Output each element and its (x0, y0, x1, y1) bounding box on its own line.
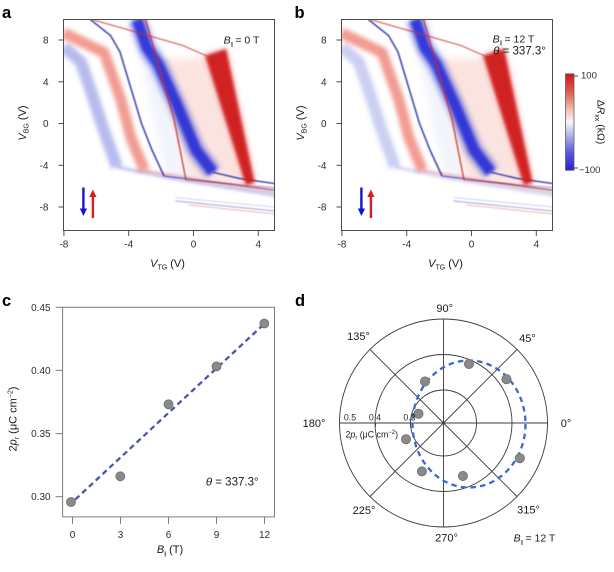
svg-text:100: 100 (581, 71, 597, 82)
svg-text:4: 4 (43, 77, 49, 88)
svg-text:3: 3 (118, 530, 124, 541)
svg-text:2pr (μC cm−2): 2pr (μC cm−2) (346, 429, 399, 441)
svg-text:−100: −100 (579, 165, 600, 176)
svg-text:VTG (V): VTG (V) (150, 258, 185, 272)
svg-text:12: 12 (259, 530, 271, 541)
svg-text:135°: 135° (347, 331, 370, 343)
svg-text:VBG (V): VBG (V) (295, 105, 309, 140)
svg-text:VBG (V): VBG (V) (17, 105, 31, 140)
svg-text:B||​ = 12 T: B||​ = 12 T (493, 33, 535, 46)
svg-text:0.40: 0.40 (31, 366, 51, 377)
svg-text:B||​ = 0 T: B||​ = 0 T (224, 35, 260, 48)
svg-text:2pr (μC cm−2): 2pr (μC cm−2) (8, 387, 22, 452)
svg-text:-8: -8 (318, 203, 327, 214)
svg-text:4: 4 (256, 240, 262, 251)
svg-text:θ = 337.3°: θ = 337.3° (493, 46, 546, 58)
svg-text:d: d (295, 292, 305, 310)
svg-text:0: 0 (191, 240, 197, 251)
svg-text:0: 0 (469, 240, 475, 251)
svg-text:0: 0 (70, 530, 76, 541)
svg-text:c: c (2, 292, 11, 310)
svg-text:0: 0 (43, 119, 49, 130)
svg-text:6: 6 (166, 530, 172, 541)
svg-text:-8: -8 (59, 240, 68, 251)
svg-text:225°: 225° (353, 505, 376, 517)
svg-text:0.30: 0.30 (31, 492, 51, 503)
svg-text:0: 0 (321, 119, 327, 130)
svg-text:0°: 0° (561, 418, 572, 430)
svg-text:180°: 180° (303, 418, 326, 430)
svg-text:θ = 337.3°: θ = 337.3° (206, 477, 259, 489)
svg-text:a: a (2, 4, 12, 22)
svg-text:B||​ (T): B||​ (T) (157, 544, 183, 557)
svg-text:-4: -4 (40, 161, 49, 172)
svg-text:4: 4 (321, 77, 327, 88)
svg-text:9: 9 (214, 530, 220, 541)
svg-text:-4: -4 (318, 161, 327, 172)
svg-text:4: 4 (534, 240, 540, 251)
svg-text:VTG (V): VTG (V) (428, 258, 463, 272)
svg-text:0.5: 0.5 (344, 412, 356, 422)
svg-text:0.4: 0.4 (369, 412, 381, 422)
svg-text:b: b (295, 4, 305, 22)
svg-text:8: 8 (321, 36, 327, 47)
svg-text:90°: 90° (436, 303, 453, 315)
svg-text:8: 8 (43, 36, 49, 47)
svg-text:B||​ = 12 T: B||​ = 12 T (514, 533, 556, 546)
svg-text:-8: -8 (40, 203, 49, 214)
svg-text:315°: 315° (517, 505, 540, 517)
svg-text:-4: -4 (402, 240, 411, 251)
svg-text:-8: -8 (337, 240, 346, 251)
svg-text:0.45: 0.45 (31, 303, 51, 314)
svg-text:-4: -4 (124, 240, 133, 251)
svg-text:ΔRxx (kΩ): ΔRxx (kΩ) (593, 100, 607, 145)
svg-text:0.3: 0.3 (403, 412, 415, 422)
svg-text:270°: 270° (435, 533, 458, 545)
svg-text:0.35: 0.35 (31, 429, 51, 440)
svg-text:45°: 45° (519, 333, 536, 345)
